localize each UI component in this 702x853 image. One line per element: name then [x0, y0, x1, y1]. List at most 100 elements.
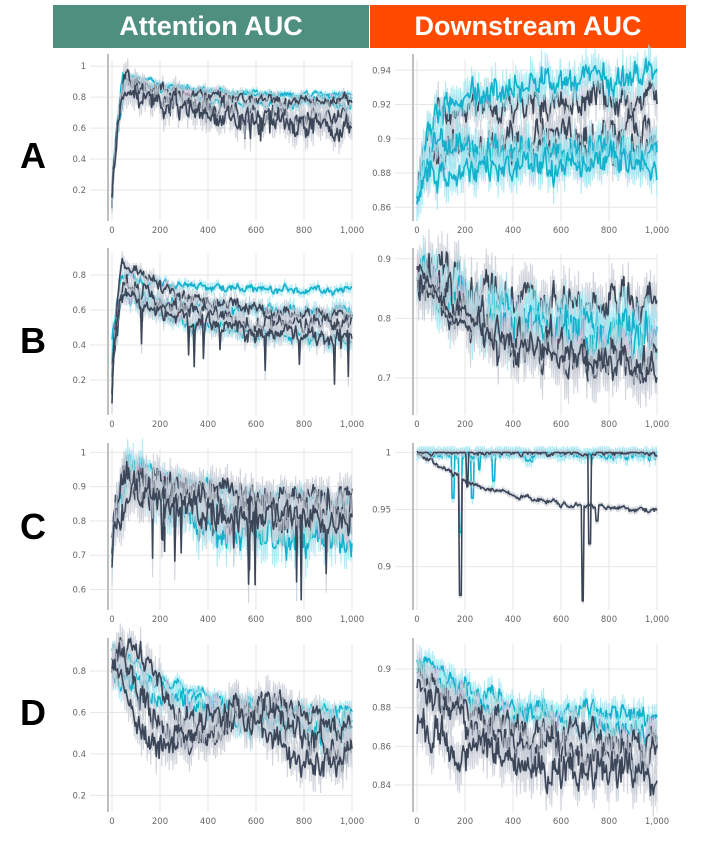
x-tick-label: 600	[248, 420, 264, 430]
y-tick-label: 0.86	[372, 203, 391, 213]
x-tick-label: 200	[457, 615, 473, 625]
x-tick-label: 0	[109, 615, 114, 625]
series-line-6	[111, 658, 353, 778]
y-tick-label: 0.4	[72, 750, 86, 760]
x-tick-label: 800	[296, 420, 312, 430]
y-tick-label: 0.8	[72, 667, 86, 677]
series-line-4	[416, 450, 658, 545]
x-tick-label: 200	[152, 817, 168, 827]
y-tick-label: 0.6	[72, 708, 86, 718]
series-noise-band	[111, 278, 353, 414]
y-tick-label: 0.8	[72, 93, 86, 103]
x-tick-label: 0	[414, 817, 419, 827]
x-tick-label: 600	[553, 615, 569, 625]
series-line-2	[416, 57, 658, 205]
y-tick-label: 0.8	[72, 271, 86, 281]
series-line-6	[111, 287, 353, 404]
series-line-6	[416, 139, 658, 205]
chart-c-attention: 0 200 400 600 800 1,000 0.6 0.7 0.8 0.9 1	[72, 438, 364, 625]
series-line-5	[416, 708, 658, 797]
y-tick-label: 0.9	[72, 483, 86, 493]
y-tick-label: 0.9	[377, 255, 391, 265]
x-tick-label: 1,000	[340, 817, 364, 827]
x-tick-label: 1,000	[340, 420, 364, 430]
x-tick-label: 0	[414, 615, 419, 625]
x-tick-label: 1,000	[645, 615, 669, 625]
x-tick-label: 200	[152, 420, 168, 430]
x-tick-label: 600	[248, 817, 264, 827]
x-tick-label: 400	[505, 817, 521, 827]
x-tick-label: 1,000	[645, 817, 669, 827]
y-tick-label: 0.4	[72, 341, 86, 351]
x-tick-label: 200	[457, 817, 473, 827]
x-tick-label: 1,000	[340, 226, 364, 236]
x-tick-label: 0	[109, 420, 114, 430]
y-tick-label: 0.2	[72, 376, 86, 386]
x-tick-label: 0	[414, 226, 419, 236]
series-line-4	[416, 678, 658, 785]
series-line-5	[416, 268, 658, 384]
x-tick-label: 0	[414, 420, 419, 430]
downstream-auc-header: Downstream AUC	[370, 5, 686, 48]
x-tick-label: 800	[601, 817, 617, 827]
y-tick-label: 0.6	[72, 585, 86, 595]
x-tick-label: 400	[505, 615, 521, 625]
chart-c-downstream: 0 200 400 600 800 1,000 0.9 0.95 1	[372, 443, 669, 625]
y-tick-label: 1	[386, 448, 391, 458]
y-tick-label: 0.9	[377, 135, 391, 145]
x-tick-label: 800	[296, 226, 312, 236]
series-noise-band	[416, 445, 658, 539]
x-tick-label: 600	[248, 615, 264, 625]
series-line-6	[111, 84, 353, 198]
y-tick-label: 1	[81, 448, 86, 458]
y-tick-label: 0.4	[72, 155, 86, 165]
y-tick-label: 0.8	[72, 517, 86, 527]
series-line-3	[416, 452, 658, 602]
x-tick-label: 400	[505, 226, 521, 236]
y-tick-label: 0.94	[372, 66, 391, 76]
attention-auc-header: Attention AUC	[53, 5, 369, 48]
chart-d-attention: 0 200 400 600 800 1,000 0.2 0.4 0.6 0.8	[72, 623, 364, 827]
x-tick-label: 200	[457, 226, 473, 236]
chart-d-downstream: 0 200 400 600 800 1,000 0.84 0.86 0.88 0.9	[372, 638, 669, 827]
x-tick-label: 800	[601, 226, 617, 236]
y-tick-label: 0.2	[72, 186, 86, 196]
y-tick-label: 0.92	[372, 101, 391, 111]
x-tick-label: 400	[505, 420, 521, 430]
x-tick-label: 800	[296, 817, 312, 827]
y-tick-label: 0.84	[372, 781, 391, 791]
y-tick-label: 1	[81, 62, 86, 72]
y-tick-label: 0.7	[377, 374, 391, 384]
chart-b-downstream: 0 200 400 600 800 1,000 0.7 0.8 0.9	[377, 228, 669, 430]
series-line-6	[416, 264, 473, 333]
chart-a-downstream: 0 200 400 600 800 1,000 0.86 0.88 0.9 0.92 0.94	[372, 44, 669, 236]
row-label-d: D	[20, 692, 46, 733]
chart-a-attention: 0 200 400 600 800 1,000 0.2 0.4 0.6 0.8 1	[72, 54, 364, 236]
x-tick-label: 200	[152, 226, 168, 236]
x-tick-label: 600	[553, 817, 569, 827]
x-tick-label: 800	[601, 420, 617, 430]
y-tick-label: 0.6	[72, 306, 86, 316]
y-tick-label: 0.88	[372, 704, 391, 714]
y-tick-label: 0.8	[377, 314, 391, 324]
y-tick-label: 0.6	[72, 124, 86, 134]
y-tick-label: 0.86	[372, 742, 391, 752]
x-tick-label: 0	[109, 817, 114, 827]
x-tick-label: 0	[109, 226, 114, 236]
y-tick-label: 0.2	[72, 791, 86, 801]
chart-b-attention: 0 200 400 600 800 1,000 0.2 0.4 0.6 0.8	[72, 248, 364, 430]
series-noise-band	[416, 450, 658, 605]
x-tick-label: 800	[296, 615, 312, 625]
x-tick-label: 400	[200, 226, 216, 236]
row-label-c: C	[20, 506, 46, 547]
series-line-6	[111, 470, 353, 601]
x-tick-label: 1,000	[645, 420, 669, 430]
y-tick-label: 0.9	[377, 665, 391, 675]
x-tick-label: 400	[200, 420, 216, 430]
x-tick-label: 400	[200, 615, 216, 625]
row-label-a: A	[20, 135, 46, 176]
y-tick-label: 0.88	[372, 169, 391, 179]
y-tick-label: 0.9	[377, 563, 391, 573]
series-line-1	[416, 451, 657, 534]
x-tick-label: 1,000	[645, 226, 669, 236]
